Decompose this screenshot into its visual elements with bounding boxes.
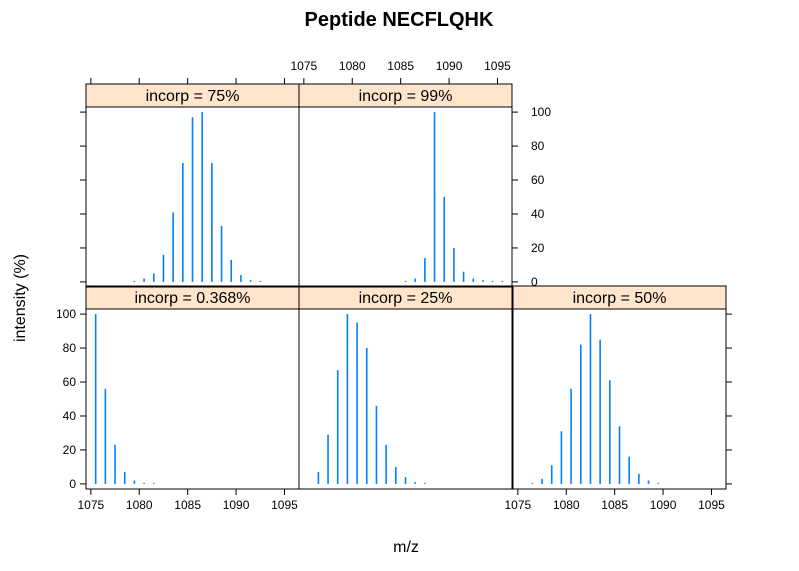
- x-tick-label-2-0: 1075: [504, 498, 531, 512]
- panel-frame-0: [85, 308, 300, 490]
- x-axis-label: m/z: [393, 539, 419, 556]
- y-tick-label-4-2: 40: [531, 207, 545, 221]
- y-axis-label: intensity (%): [12, 254, 29, 342]
- strip-label-4: incorp = 99%: [359, 88, 453, 105]
- x-tick-label-2-4: 1095: [698, 498, 725, 512]
- panels-group: incorp = 0.368% 1075 1080 1085 1090 1095 0 20 40…: [56, 59, 732, 512]
- strip-label-0: incorp = 0.368%: [134, 290, 250, 307]
- x-tick-label-0-2: 1085: [174, 498, 201, 512]
- strip-label-1: incorp = 25%: [359, 290, 453, 307]
- x-tick-label-2-1: 1080: [553, 498, 580, 512]
- x-tick-label-4-1: 1080: [339, 59, 366, 73]
- panel-frame-1: [298, 308, 513, 490]
- y-tick-label-4-3: 60: [531, 173, 545, 187]
- strip-label-2: incorp = 50%: [573, 290, 667, 307]
- y-tick-label-4-4: 80: [531, 139, 545, 153]
- y-tick-label-0-5: 100: [56, 307, 76, 321]
- y-tick-label-0-2: 40: [63, 409, 77, 423]
- panel-4: incorp = 99% 1075 1080 1085 1090 1095 0 20 40 60 8…: [290, 59, 551, 289]
- panel-3: incorp = 75%: [80, 78, 300, 288]
- x-tick-label-0-3: 1090: [223, 498, 250, 512]
- y-tick-label-0-3: 60: [63, 375, 77, 389]
- x-tick-label-2-2: 1085: [601, 498, 628, 512]
- x-tick-label-0-4: 1095: [271, 498, 298, 512]
- x-tick-label-2-3: 1090: [650, 498, 677, 512]
- panel-0: incorp = 0.368% 1075 1080 1085 1090 1095 0 20 40…: [56, 285, 300, 512]
- x-tick-label-4-3: 1090: [436, 59, 463, 73]
- panel-2: incorp = 50% 1075 1080 1085 1090 1095: [504, 285, 732, 512]
- x-tick-label-4-0: 1075: [290, 59, 317, 73]
- y-tick-label-0-4: 80: [63, 341, 77, 355]
- y-tick-label-4-5: 100: [531, 105, 551, 119]
- y-tick-label-0-0: 0: [69, 477, 76, 491]
- panel-1: incorp = 25%: [298, 285, 513, 490]
- panel-frame-4: [298, 106, 513, 288]
- x-tick-label-0-1: 1080: [126, 498, 153, 512]
- x-tick-label-0-0: 1075: [77, 498, 104, 512]
- x-tick-label-4-2: 1085: [387, 59, 414, 73]
- y-tick-label-0-1: 20: [63, 443, 77, 457]
- panel-frame-2: [512, 308, 727, 490]
- strip-label-3: incorp = 75%: [146, 88, 240, 105]
- y-tick-label-4-1: 20: [531, 241, 545, 255]
- x-tick-label-4-4: 1095: [484, 59, 511, 73]
- chart-title: Peptide NECFLQHK: [305, 9, 494, 31]
- y-tick-label-4-0: 0: [531, 275, 538, 289]
